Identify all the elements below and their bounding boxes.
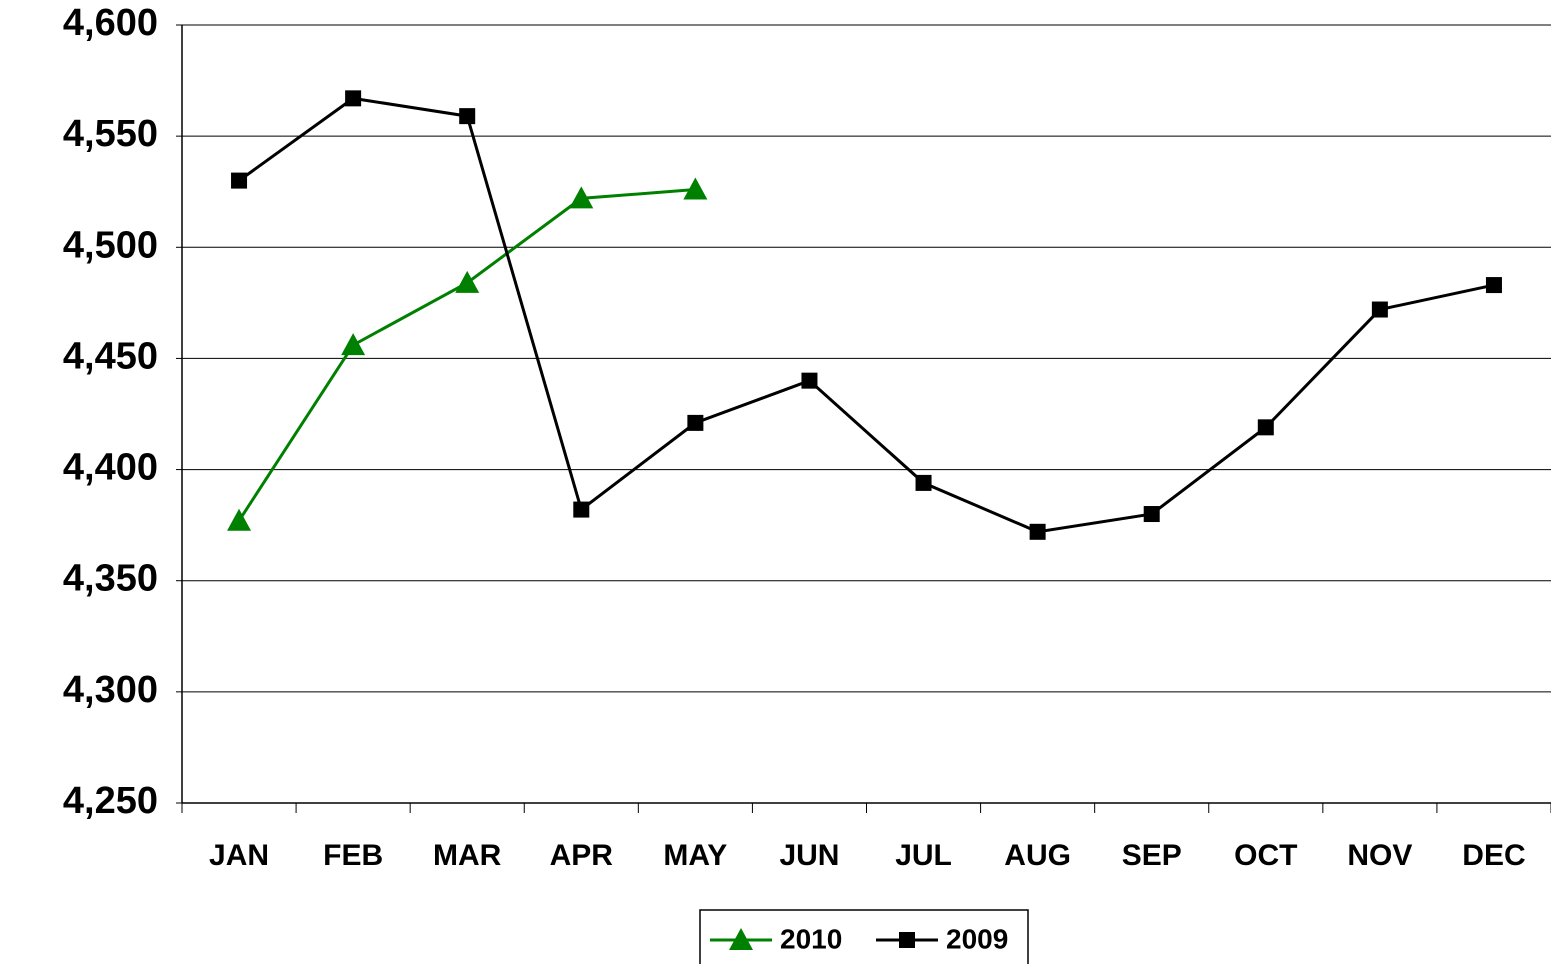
x-tick-label: NOV [1347,839,1412,872]
y-tick-label: 4,350 [63,558,158,600]
x-tick-label: AUG [1004,839,1071,872]
legend-marker [729,928,753,950]
y-tick-label: 4,450 [63,335,158,377]
x-tick-label: SEP [1122,839,1182,872]
point [455,270,480,293]
point [459,108,476,125]
point [231,172,248,189]
point [1371,301,1388,318]
x-tick-label: OCT [1234,839,1297,872]
x-tick-label: MAR [433,839,502,872]
y-tick-label: 4,400 [63,447,158,489]
y-tick-label: 4,300 [63,669,158,711]
x-tick-label: FEB [323,839,383,872]
point [573,501,590,518]
legend-label: 2009 [946,923,1008,954]
point [1029,523,1046,540]
series-line [237,187,696,522]
x-tick-label: JUL [895,839,952,872]
point [801,372,818,389]
y-tick-label: 4,600 [63,2,158,44]
point [1143,506,1160,523]
point [569,186,594,209]
legend-box [699,909,1029,964]
point [683,177,708,200]
y-tick-label: 4,250 [63,780,158,822]
point [915,474,932,491]
x-tick-label: DEC [1462,839,1525,872]
series-line [238,96,1495,534]
x-tick-label: APR [550,839,614,872]
x-tick-label: JAN [209,839,269,872]
point [687,414,704,431]
legend-label: 2010 [780,923,842,954]
x-tick-label: JUN [779,839,839,872]
point [1257,419,1274,436]
legend-marker [899,932,915,948]
y-tick-label: 4,550 [63,113,158,155]
x-tick-label: MAY [663,839,727,872]
y-tick-label: 4,500 [63,224,158,266]
point [1485,277,1502,294]
point [345,90,362,107]
point [341,333,366,356]
point [227,508,252,531]
